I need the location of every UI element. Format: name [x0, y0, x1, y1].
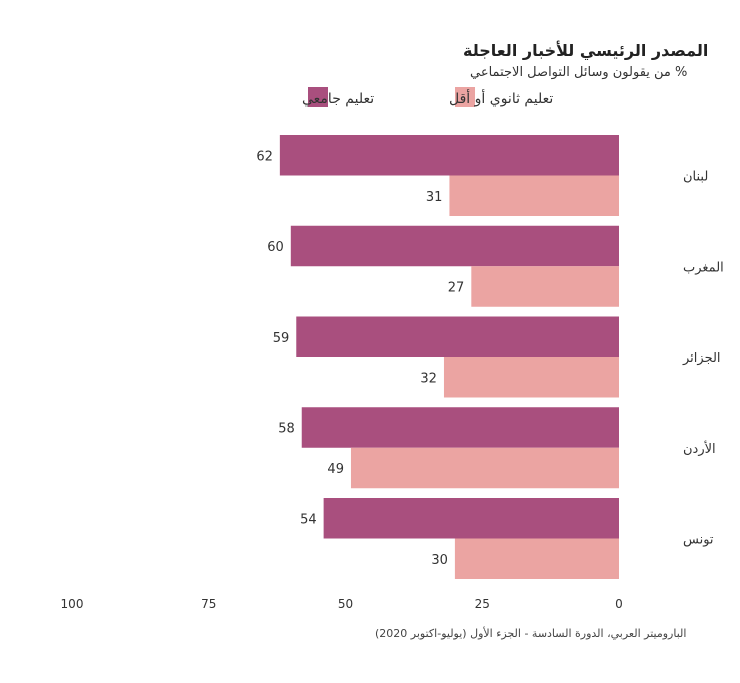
value-label-university-2: 59	[273, 331, 290, 346]
bar-university-3	[301, 407, 619, 448]
category-label-2: الجزائر	[682, 351, 721, 366]
legend-swatch-secondary	[455, 87, 475, 107]
bars-group: 62 31 60 27 59 32 58 49 54 30	[256, 135, 619, 579]
bar-secondary-0	[449, 175, 619, 216]
x-axis-ticks: 0 25 50 75 100	[61, 597, 623, 611]
bar-university-2	[296, 316, 619, 357]
x-tick-4: 100	[61, 597, 84, 611]
value-label-secondary-4: 30	[431, 553, 448, 568]
chart-subtitle: % من يقولون وسائل التواصل الاجتماعي	[470, 65, 687, 80]
chart-title: المصدر الرئيسي للأخبار العاجلة	[463, 41, 708, 61]
bar-university-0	[279, 135, 619, 176]
bar-university-4	[323, 498, 619, 539]
value-label-university-4: 54	[300, 512, 317, 527]
legend: تعليم ثانوي أو أقل تعليم جامعي	[302, 87, 553, 107]
value-label-university-3: 58	[278, 422, 295, 437]
value-label-secondary-1: 27	[448, 281, 465, 296]
x-tick-1: 25	[475, 597, 490, 611]
legend-label-secondary: تعليم ثانوي أو أقل	[449, 89, 553, 107]
value-label-secondary-2: 32	[420, 371, 437, 386]
bar-secondary-4	[454, 538, 619, 579]
source-note: الباروميتر العربي، الدورة السادسة - الجز…	[375, 626, 686, 640]
legend-label-university: تعليم جامعي	[302, 91, 374, 107]
x-tick-3: 75	[201, 597, 216, 611]
category-label-0: لبنان	[683, 170, 708, 185]
category-label-1: المغرب	[683, 260, 724, 275]
bar-secondary-2	[443, 357, 619, 398]
bar-secondary-1	[471, 266, 619, 307]
value-label-secondary-0: 31	[426, 190, 443, 205]
bar-university-1	[290, 225, 619, 267]
legend-swatch-university	[308, 87, 328, 107]
category-labels: لبنان المغرب الجزائر الأردن تونس	[682, 170, 724, 548]
value-label-university-1: 60	[267, 240, 284, 255]
bar-secondary-3	[350, 447, 619, 489]
category-label-4: تونس	[683, 533, 714, 548]
value-label-university-0: 62	[256, 149, 273, 164]
x-tick-2: 50	[338, 597, 353, 611]
value-label-secondary-3: 49	[327, 462, 344, 477]
x-tick-0: 0	[615, 597, 623, 611]
category-label-3: الأردن	[683, 440, 716, 457]
